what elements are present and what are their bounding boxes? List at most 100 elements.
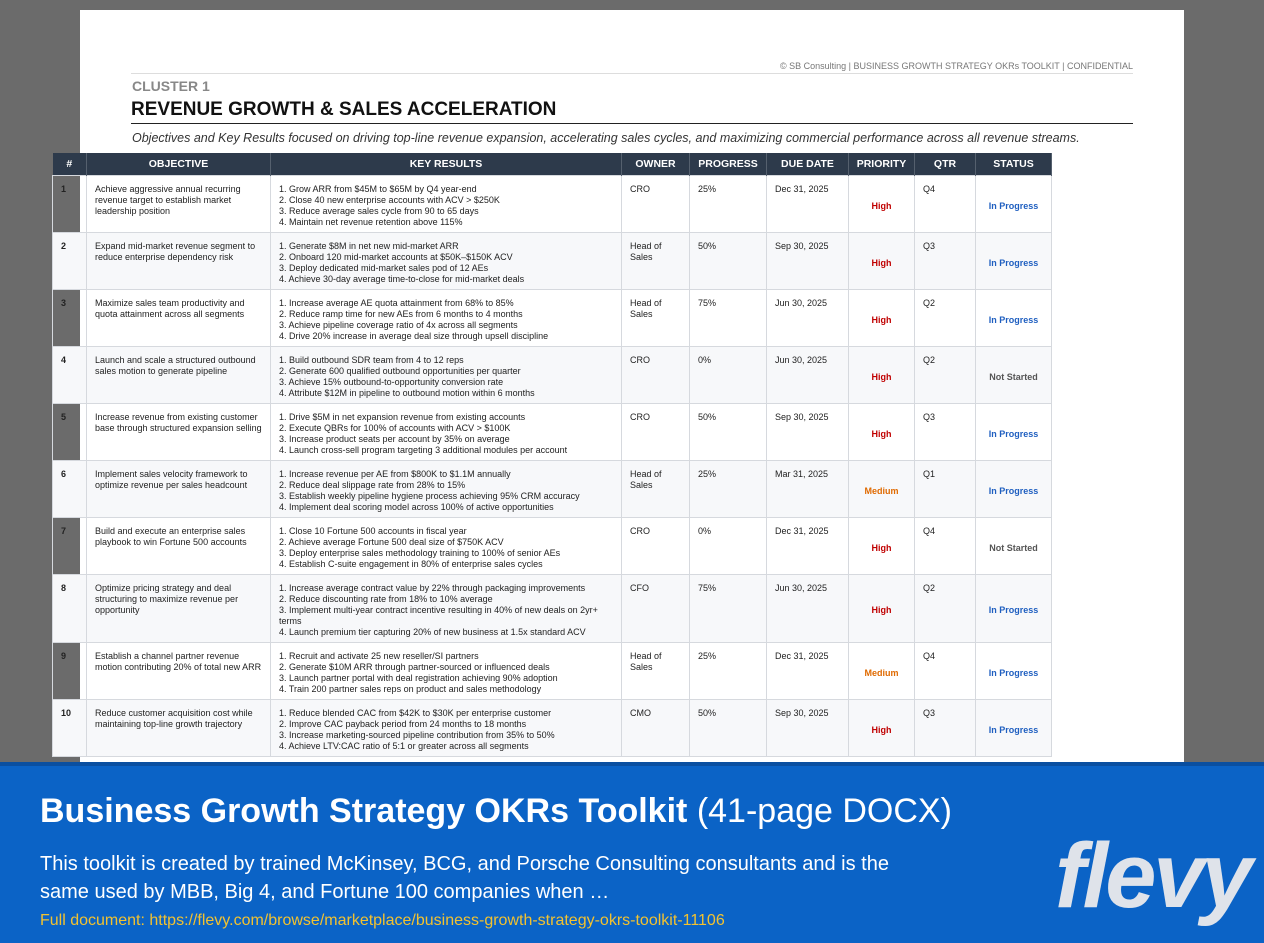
key-result: 4. Drive 20% increase in average deal si… bbox=[279, 331, 549, 341]
due-date: Sep 30, 2025 bbox=[766, 232, 849, 290]
key-result: 4. Attribute $12M in pipeline to outboun… bbox=[279, 388, 535, 398]
status: Not Started bbox=[975, 346, 1052, 404]
objective: Launch and scale a structured outbound s… bbox=[86, 346, 271, 404]
progress: 50% bbox=[689, 699, 767, 757]
objective: Maximize sales team productivity and quo… bbox=[86, 289, 271, 347]
row-number: 4 bbox=[52, 346, 87, 404]
key-result: 4. Launch premium tier capturing 20% of … bbox=[279, 627, 586, 637]
table-row: 9 Establish a channel partner revenue mot… bbox=[52, 642, 1052, 700]
column-header: PRIORITY bbox=[848, 153, 915, 176]
status: In Progress bbox=[975, 642, 1052, 700]
promo-banner: Business Growth Strategy OKRs Toolkit (4… bbox=[0, 762, 1264, 943]
quarter: Q3 bbox=[914, 232, 976, 290]
owner: CFO bbox=[621, 574, 690, 643]
due-date: Sep 30, 2025 bbox=[766, 403, 849, 461]
status: In Progress bbox=[975, 574, 1052, 643]
key-result: 2. Generate 600 qualified outbound oppor… bbox=[279, 366, 521, 376]
quarter: Q2 bbox=[914, 346, 976, 404]
key-result: 2. Improve CAC payback period from 24 mo… bbox=[279, 719, 527, 729]
status: In Progress bbox=[975, 175, 1052, 233]
priority: High bbox=[848, 574, 915, 643]
banner-link[interactable]: Full document: https://flevy.com/browse/… bbox=[40, 912, 725, 929]
row-number: 9 bbox=[52, 642, 87, 700]
progress: 0% bbox=[689, 517, 767, 575]
key-result: 3. Launch partner portal with deal regis… bbox=[279, 673, 558, 683]
status: In Progress bbox=[975, 403, 1052, 461]
table-row: 4 Launch and scale a structured outbound … bbox=[52, 346, 1052, 404]
owner: Head of Sales bbox=[621, 232, 690, 290]
progress: 50% bbox=[689, 403, 767, 461]
column-header: QTR bbox=[914, 153, 976, 176]
key-result: 3. Achieve pipeline coverage ratio of 4x… bbox=[279, 320, 518, 330]
quarter: Q3 bbox=[914, 699, 976, 757]
key-results: 1. Close 10 Fortune 500 accounts in fisc… bbox=[270, 517, 622, 575]
okr-table: # OBJECTIVE KEY RESULTS OWNER PROGRESS DUE DA… bbox=[52, 153, 1052, 757]
owner: CMO bbox=[621, 699, 690, 757]
key-result: 2. Close 40 new enterprise accounts with… bbox=[279, 195, 500, 205]
table-body: 1 Achieve aggressive annual recurring rev… bbox=[52, 175, 1052, 757]
flevy-logo[interactable]: flevy bbox=[1055, 825, 1253, 927]
priority: High bbox=[848, 699, 915, 757]
status: In Progress bbox=[975, 699, 1052, 757]
progress: 75% bbox=[689, 574, 767, 643]
key-result: 1. Build outbound SDR team from 4 to 12 … bbox=[279, 355, 464, 365]
progress: 25% bbox=[689, 642, 767, 700]
confidential-note: © SB Consulting | BUSINESS GROWTH STRATE… bbox=[131, 61, 1133, 74]
key-result: 1. Increase average contract value by 22… bbox=[279, 583, 586, 593]
priority: Medium bbox=[848, 642, 915, 700]
objective: Optimize pricing strategy and deal struc… bbox=[86, 574, 271, 643]
table-row: 6 Implement sales velocity framework to o… bbox=[52, 460, 1052, 518]
quarter: Q3 bbox=[914, 403, 976, 461]
objective: Reduce customer acquisition cost while m… bbox=[86, 699, 271, 757]
progress: 50% bbox=[689, 232, 767, 290]
key-results: 1. Build outbound SDR team from 4 to 12 … bbox=[270, 346, 622, 404]
progress: 0% bbox=[689, 346, 767, 404]
priority: High bbox=[848, 232, 915, 290]
key-result: 4. Launch cross-sell program targeting 3… bbox=[279, 445, 568, 455]
objective: Achieve aggressive annual recurring reve… bbox=[86, 175, 271, 233]
objective: Increase revenue from existing customer … bbox=[86, 403, 271, 461]
key-result: 3. Increase product seats per account by… bbox=[279, 434, 510, 444]
priority: Medium bbox=[848, 460, 915, 518]
key-result: 4. Implement deal scoring model across 1… bbox=[279, 502, 554, 512]
progress: 25% bbox=[689, 175, 767, 233]
key-result: 4. Maintain net revenue retention above … bbox=[279, 217, 463, 227]
banner-title-rest: (41-page DOCX) bbox=[687, 792, 952, 830]
objective: Implement sales velocity framework to op… bbox=[86, 460, 271, 518]
table-row: 3 Maximize sales team productivity and qu… bbox=[52, 289, 1052, 347]
key-result: 4. Achieve 30-day average time-to-close … bbox=[279, 274, 525, 284]
key-result: 2. Generate $10M ARR through partner-sou… bbox=[279, 662, 550, 672]
key-result: 1. Drive $5M in net expansion revenue fr… bbox=[279, 412, 526, 422]
key-result: 1. Grow ARR from $45M to $65M by Q4 year… bbox=[279, 184, 477, 194]
column-header: STATUS bbox=[975, 153, 1052, 176]
due-date: Jun 30, 2025 bbox=[766, 574, 849, 643]
owner: Head of Sales bbox=[621, 642, 690, 700]
key-result: 2. Onboard 120 mid-market accounts at $5… bbox=[279, 252, 513, 262]
due-date: Jun 30, 2025 bbox=[766, 289, 849, 347]
priority: High bbox=[848, 346, 915, 404]
key-result: 3. Reduce average sales cycle from 90 to… bbox=[279, 206, 479, 216]
section-description: Objectives and Key Results focused on dr… bbox=[132, 131, 1080, 145]
banner-description: This toolkit is created by trained McKin… bbox=[40, 853, 889, 903]
status: In Progress bbox=[975, 289, 1052, 347]
column-header: PROGRESS bbox=[689, 153, 767, 176]
owner: Head of Sales bbox=[621, 460, 690, 518]
owner: CRO bbox=[621, 517, 690, 575]
cluster-label: CLUSTER 1 bbox=[132, 78, 210, 94]
row-number: 2 bbox=[52, 232, 87, 290]
key-result: 2. Reduce deal slippage rate from 28% to… bbox=[279, 480, 466, 490]
quarter: Q1 bbox=[914, 460, 976, 518]
quarter: Q4 bbox=[914, 642, 976, 700]
key-result: 4. Achieve LTV:CAC ratio of 5:1 or great… bbox=[279, 741, 529, 751]
owner: Head of Sales bbox=[621, 289, 690, 347]
table-row: 8 Optimize pricing strategy and deal stru… bbox=[52, 574, 1052, 643]
owner: CRO bbox=[621, 346, 690, 404]
due-date: Jun 30, 2025 bbox=[766, 346, 849, 404]
table-row: 2 Expand mid-market revenue segment to re… bbox=[52, 232, 1052, 290]
banner-title-bold: Business Growth Strategy OKRs Toolkit bbox=[40, 792, 688, 830]
objective: Establish a channel partner revenue moti… bbox=[86, 642, 271, 700]
key-results: 1. Drive $5M in net expansion revenue fr… bbox=[270, 403, 622, 461]
key-result: 1. Close 10 Fortune 500 accounts in fisc… bbox=[279, 526, 467, 536]
priority: High bbox=[848, 175, 915, 233]
